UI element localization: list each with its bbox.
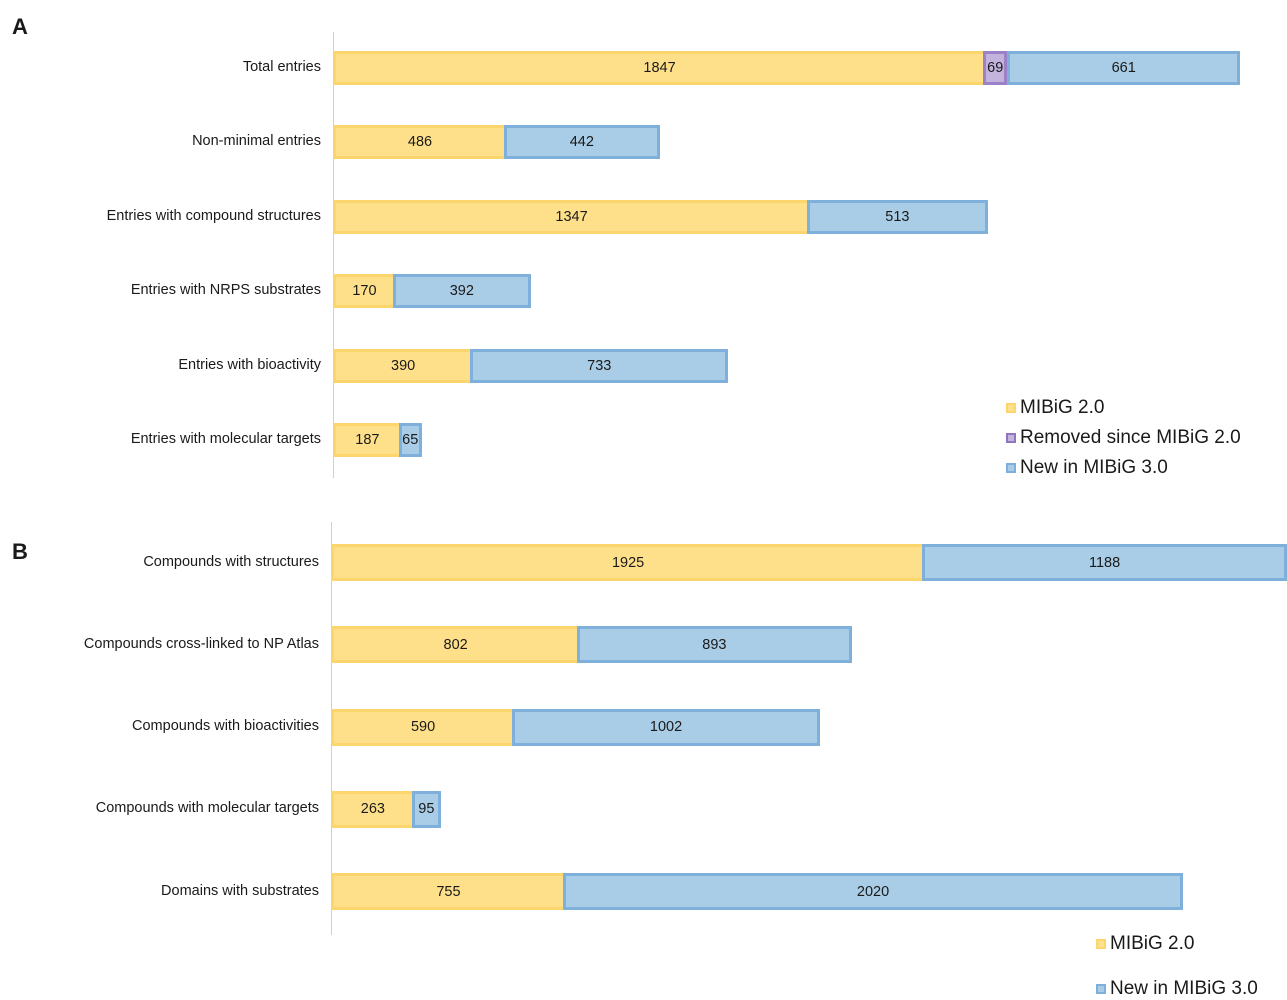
bar-segment: 733 [470,348,729,383]
bar-segment: 263 [331,790,412,828]
panel-letter: A [12,14,28,39]
bar-segment: 1847 [333,51,984,85]
legend-item: MIBiG 2.0 [1006,397,1104,419]
legend-label: MIBiG 2.0 [1110,933,1195,954]
panel-letter: B [12,539,28,564]
category-label: Entries with molecular targets [130,431,321,447]
bar-segment: 893 [577,626,852,664]
category-label: Compounds with bioactivities [132,718,319,735]
category-label: Entries with compound structures [106,207,321,224]
category-label: Entries with NRPS substrates [130,282,321,299]
category-label: Total entries [242,59,321,75]
bar-segment: 170 [333,274,393,309]
bar-segment: 65 [398,423,422,457]
category-label: Compounds with structures [143,553,319,570]
bar-segment: 590 [331,708,513,746]
legend-item: Removed since MIBiG 2.0 [1006,427,1241,449]
category-label: Compounds with molecular targets [95,800,319,817]
bar-segment: 1347 [333,199,808,234]
y-axis-line [333,32,334,478]
bar-segment: 69 [983,51,1008,85]
legend-swatch [1096,939,1106,949]
category-label: Compounds cross-linked to NP Atlas [83,635,319,652]
legend-label: New in MIBiG 3.0 [1110,978,1258,999]
bar-segment: 187 [333,423,399,457]
legend-label: Removed since MIBiG 2.0 [1020,427,1241,448]
bar-segment: 802 [331,626,578,664]
legend-item: New in MIBiG 3.0 [1096,978,1258,1000]
legend-label: MIBiG 2.0 [1020,397,1105,418]
bar-segment: 1925 [331,544,923,581]
legend-item: MIBiG 2.0 [1096,933,1194,955]
bar-segment: 2020 [562,873,1184,911]
legend-label: New in MIBiG 3.0 [1020,457,1168,478]
bar-segment: 486 [333,125,505,160]
bar-segment: 661 [1007,51,1240,85]
bar-segment: 392 [392,274,531,309]
legend-swatch [1006,463,1016,473]
legend-item: New in MIBiG 3.0 [1006,457,1168,479]
legend-swatch [1096,984,1106,994]
category-label: Entries with bioactivity [178,356,321,373]
bar-segment: 442 [504,125,660,160]
bar-segment: 755 [331,873,563,911]
bar-segment: 1002 [512,708,820,746]
bar-segment: 390 [333,348,471,383]
bar-segment: 95 [411,790,441,828]
bar-segment: 1188 [922,544,1287,581]
legend-swatch [1006,403,1016,413]
category-label: Non-minimal entries [192,133,321,150]
category-label: Domains with substrates [161,882,319,899]
bar-segment: 513 [807,199,988,234]
legend-swatch [1006,433,1016,443]
